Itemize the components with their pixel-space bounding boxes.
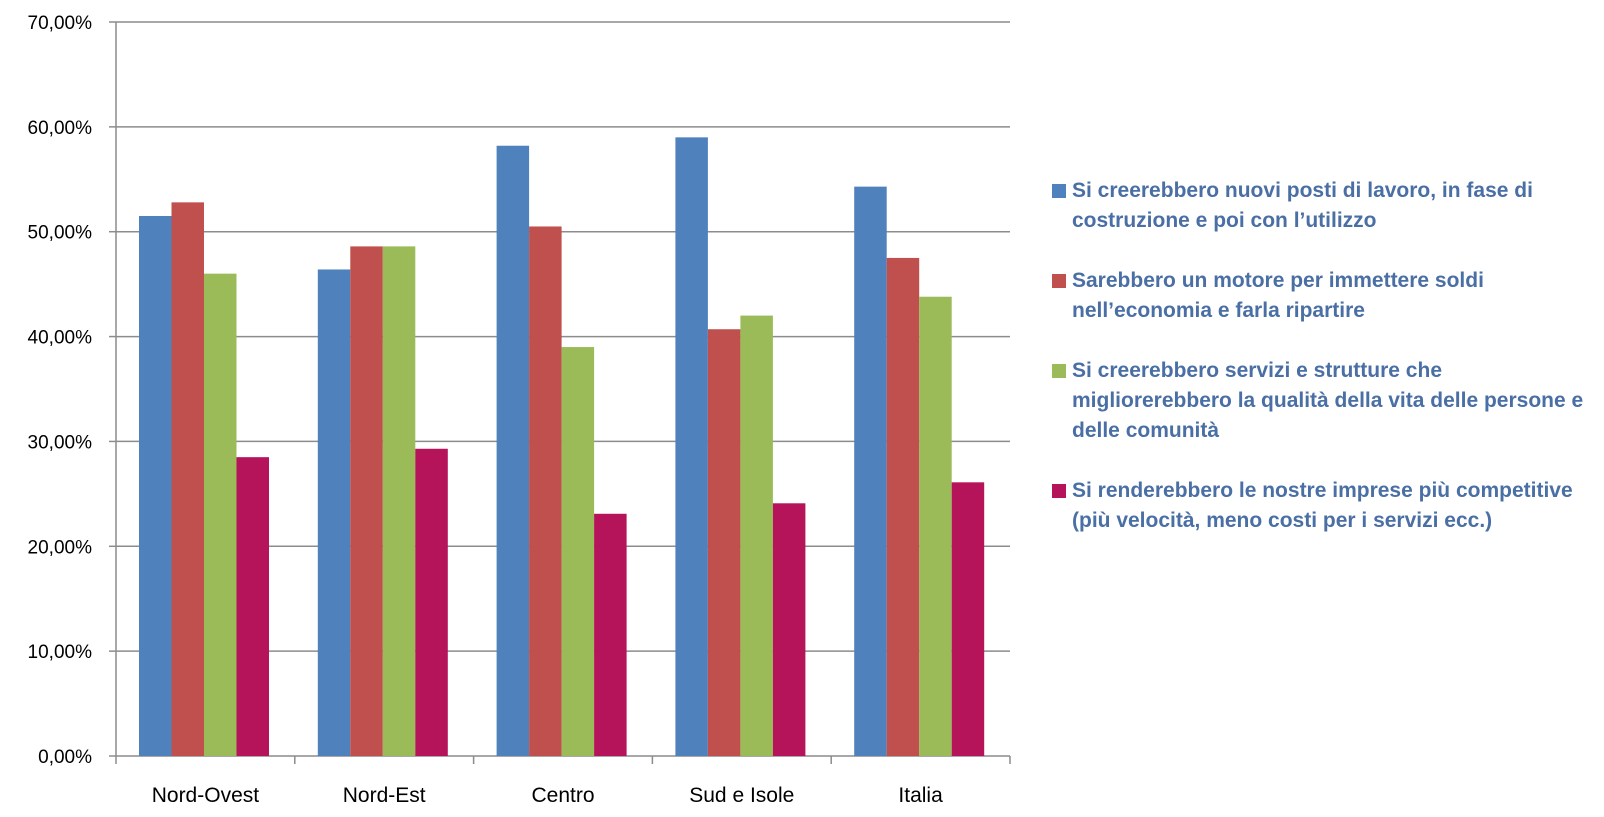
bar xyxy=(415,448,448,756)
legend-swatch-competitiveness xyxy=(1052,484,1066,498)
bar xyxy=(204,273,237,756)
bar xyxy=(236,457,269,756)
legend-item-competitiveness: Si renderebbero le nostre imprese più co… xyxy=(1052,476,1587,536)
legend-label-economy: Sarebbero un motore per immettere soldi … xyxy=(1072,269,1484,322)
legend-swatch-services xyxy=(1052,364,1066,378)
legend-swatch-economy xyxy=(1052,274,1066,288)
legend-item-economy: Sarebbero un motore per immettere soldi … xyxy=(1052,266,1587,326)
legend-item-jobs: Si creerebbero nuovi posti di lavoro, in… xyxy=(1052,176,1587,236)
legend-label-jobs: Si creerebbero nuovi posti di lavoro, in… xyxy=(1072,179,1533,232)
legend-label-competitiveness: Si renderebbero le nostre imprese più co… xyxy=(1072,479,1573,532)
y-tick-label: 0,00% xyxy=(38,747,92,768)
bar xyxy=(594,513,627,756)
legend-item-services: Si creerebbero servizi e strutture che m… xyxy=(1052,356,1587,446)
bar xyxy=(951,482,985,756)
x-tick-label: Nord-Ovest xyxy=(152,784,260,807)
x-tick-label: Centro xyxy=(531,784,594,807)
legend-label-services: Si creerebbero servizi e strutture che m… xyxy=(1072,359,1584,442)
bar xyxy=(886,257,920,756)
y-tick-label: 50,00% xyxy=(28,223,93,244)
bar xyxy=(854,186,887,756)
bar xyxy=(675,137,708,757)
bar xyxy=(772,503,806,756)
x-tick-label: Italia xyxy=(898,784,943,807)
y-tick-label: 30,00% xyxy=(28,432,93,453)
legend: Si creerebbero nuovi posti di lavoro, in… xyxy=(1052,176,1587,536)
bar xyxy=(496,145,530,756)
y-tick-label: 20,00% xyxy=(28,537,93,558)
bar xyxy=(707,329,741,756)
bar xyxy=(740,315,773,756)
y-tick-label: 60,00% xyxy=(28,118,93,139)
x-tick-label: Sud e Isole xyxy=(689,784,794,807)
bar xyxy=(382,246,416,756)
bar xyxy=(350,246,383,756)
y-tick-label: 40,00% xyxy=(28,328,93,349)
bar xyxy=(171,202,204,757)
bar xyxy=(317,269,351,756)
bar xyxy=(529,226,562,756)
y-tick-label: 10,00% xyxy=(28,642,93,663)
x-tick-label: Nord-Est xyxy=(343,784,426,807)
y-tick-label: 70,00% xyxy=(28,13,93,34)
bar xyxy=(139,215,172,756)
bar xyxy=(919,296,952,756)
bar xyxy=(561,347,595,756)
legend-swatch-jobs xyxy=(1052,184,1066,198)
